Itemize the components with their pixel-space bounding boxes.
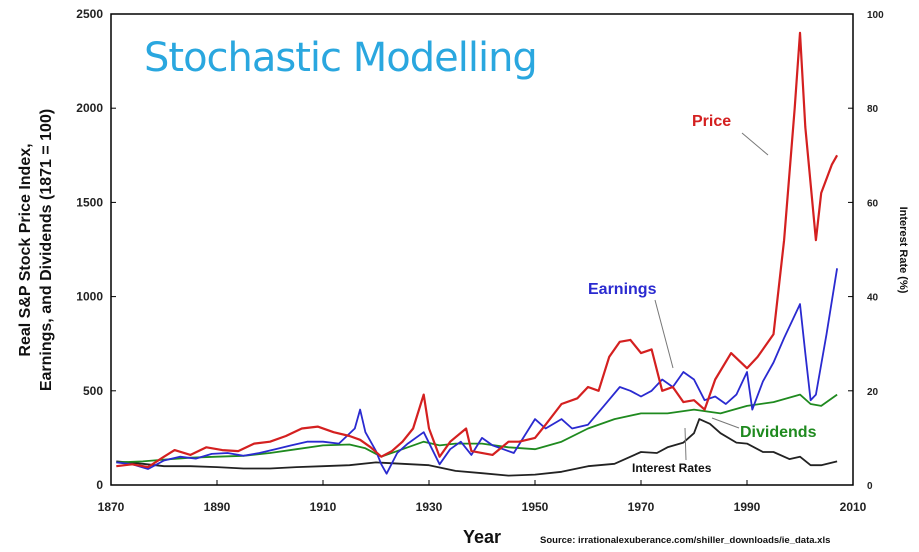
x-axis-title: Year [463, 527, 501, 547]
series-line-earnings [116, 268, 838, 475]
x-tick-label: 1910 [310, 500, 337, 514]
series-line-price [116, 31, 839, 469]
annotation-label-earnings: Earnings [588, 281, 657, 298]
annotation-label-price: Price [692, 113, 731, 130]
y-tick-label: 0 [96, 478, 103, 492]
y-axis-title-line1: Real S&P Stock Price Index, [17, 143, 34, 356]
y-tick-label: 1500 [76, 195, 103, 209]
annotation-label-interest-rates: Interest Rates [632, 461, 712, 475]
x-tick-label: 1970 [628, 500, 655, 514]
annotation-leader-interest-rates [684, 427, 687, 461]
chart-title: Stochastic Modelling [144, 35, 537, 81]
x-tick-label: 1890 [204, 500, 231, 514]
ticks-layer: 1870 1890 1910 1930 1950 1970 1990 201005001000… [76, 7, 884, 514]
plot-frame [110, 13, 854, 486]
series-layer [116, 31, 839, 477]
x-tick-label: 2010 [840, 500, 867, 514]
annotation-leader-dividends [711, 417, 740, 429]
y2-tick-label: 0 [867, 481, 873, 492]
y2-axis-title: Interest Rate (%) [897, 207, 909, 294]
annotation-label-dividends: Dividends [740, 424, 817, 441]
annotation-layer: Price Earnings Dividends Interest Rates [588, 113, 817, 475]
y2-tick-label: 60 [867, 198, 879, 209]
y-tick-label: 500 [83, 384, 103, 398]
y2-tick-label: 100 [867, 10, 884, 21]
y2-tick-label: 20 [867, 387, 879, 398]
y-tick-label: 1000 [76, 290, 103, 304]
x-tick-label: 1950 [522, 500, 549, 514]
y-axis-title-line2: Earnings, and Dividends (1871 = 100) [38, 109, 55, 391]
y2-tick-label: 40 [867, 293, 879, 304]
source-note: Source: irrationalexuberance.com/shiller… [540, 535, 830, 546]
x-tick-label: 1870 [98, 500, 125, 514]
y-tick-label: 2000 [76, 101, 103, 115]
y2-tick-label: 80 [867, 104, 879, 115]
y-tick-label: 2500 [76, 7, 103, 21]
annotation-leader-earnings [654, 299, 674, 369]
series-line-interest-rates [116, 418, 838, 477]
x-tick-label: 1930 [416, 500, 443, 514]
annotation-leader-price [741, 132, 769, 156]
x-tick-label: 1990 [734, 500, 761, 514]
